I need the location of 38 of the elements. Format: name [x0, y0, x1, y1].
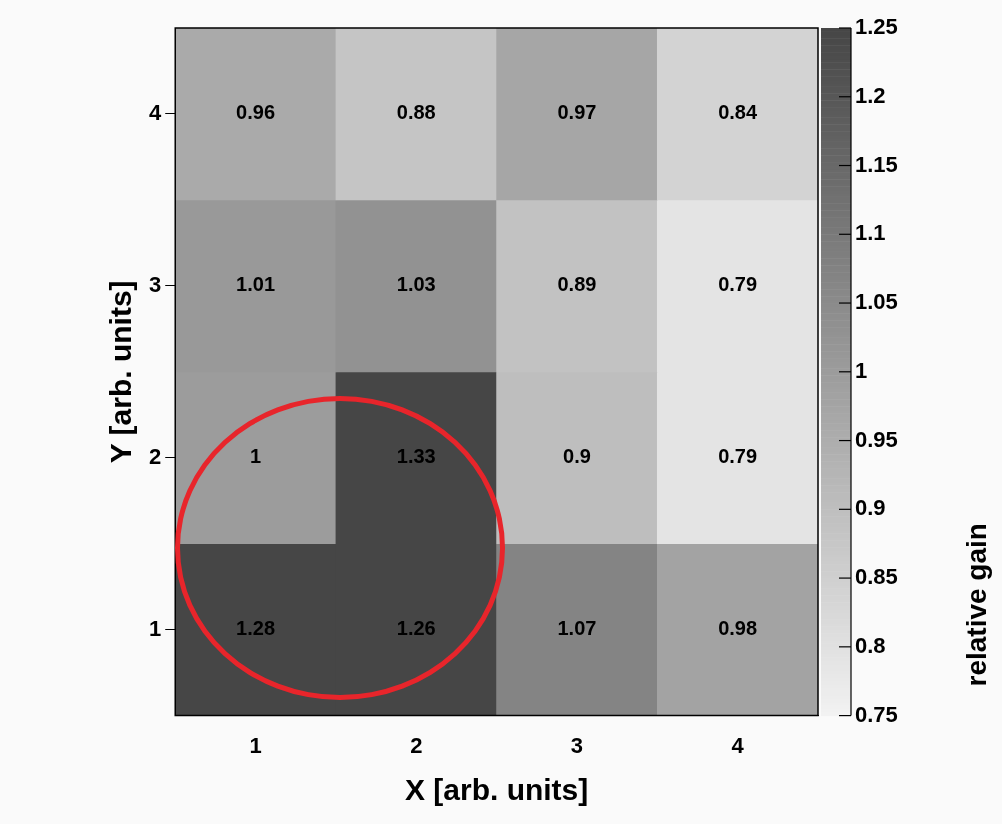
color-bar-label: 0.95	[855, 426, 898, 452]
data-label: 1.26	[396, 617, 436, 640]
color-bar-label: 1.2	[855, 82, 886, 108]
color-bar-label: 0.8	[855, 632, 886, 658]
data-label: 1.33	[396, 445, 436, 468]
color-bar-label: 1	[855, 357, 868, 383]
color-bar-title: relative gain	[960, 523, 992, 687]
data-label: 1	[250, 445, 262, 468]
y-axis-title: Y [arb. units]	[104, 280, 138, 464]
data-label: 0.79	[718, 273, 758, 296]
data-label: 0.97	[557, 101, 597, 124]
data-label: 0.88	[396, 101, 436, 124]
data-label: 0.9	[563, 445, 591, 468]
data-label: 0.98	[718, 617, 758, 640]
x-tick-label: 2	[410, 732, 423, 758]
data-label: 1.01	[236, 273, 276, 296]
x-axis-title: X [arb. units]	[404, 773, 589, 807]
color-bar-label: 1.25	[855, 14, 898, 40]
color-bar-label: 0.9	[855, 495, 886, 521]
x-tick-label: 1	[249, 732, 262, 758]
y-tick-label: 1	[148, 615, 162, 641]
data-label: 1.28	[236, 617, 276, 640]
x-tick-label: 4	[731, 732, 745, 758]
data-label: 0.89	[557, 273, 597, 296]
data-label: 0.96	[236, 101, 276, 124]
color-bar-label: 1.05	[855, 289, 898, 315]
y-tick-label: 4	[148, 100, 162, 126]
color-bar-label: 0.85	[855, 564, 898, 590]
data-label: 0.84	[718, 101, 758, 124]
data-label: 1.07	[557, 617, 597, 640]
x-tick-label: 3	[570, 732, 584, 758]
data-label: 1.03	[396, 273, 436, 296]
color-bar-label: 1.15	[855, 151, 898, 177]
color-bar-label: 0.75	[855, 701, 898, 727]
color-bar-label: 1.1	[855, 220, 886, 246]
y-tick-label: 2	[148, 443, 162, 469]
data-label: 0.79	[718, 445, 758, 468]
y-tick-label: 3	[148, 271, 162, 297]
